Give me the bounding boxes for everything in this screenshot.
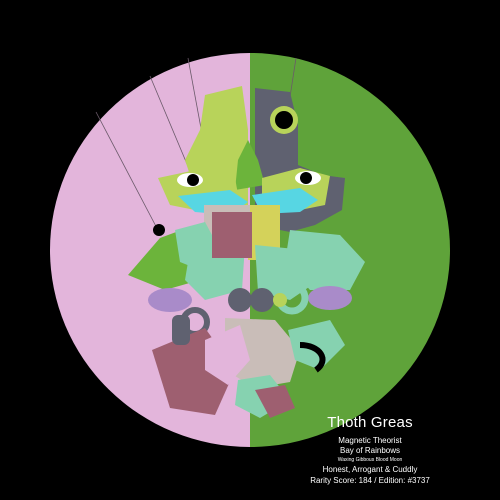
- ring-center: [273, 293, 287, 307]
- mauve-block: [212, 212, 252, 258]
- card-caption: Thoth Greas Magnetic Theorist Bay of Rai…: [260, 414, 480, 486]
- antenna-dot-left: [153, 224, 165, 236]
- crest-center: [235, 140, 265, 190]
- rarity-edition: Rarity Score: 184 / Edition: #3737: [310, 476, 430, 485]
- lavender-left: [148, 288, 192, 312]
- character-location: Bay of Rainbows: [339, 446, 401, 455]
- pink-petal: [205, 325, 250, 385]
- mauve-lower-right: [255, 385, 295, 418]
- beige-flower: [225, 318, 300, 388]
- slate-curl: [299, 342, 326, 373]
- petal-left: [185, 245, 245, 300]
- slate-stack-left: [172, 315, 190, 345]
- moon-phase: Waxing Gibbous Blood Moon: [337, 457, 403, 463]
- character-traits: Honest, Arrogant & Cuddly: [322, 465, 418, 474]
- character-title: Magnetic Theorist: [338, 436, 402, 445]
- horn-eye: [275, 111, 293, 129]
- eye-left-pupil: [187, 174, 199, 186]
- character-name: Thoth Greas: [327, 414, 413, 431]
- knot-left: [228, 288, 252, 312]
- lavender-right: [308, 286, 352, 310]
- knot-right: [250, 288, 274, 312]
- green-lower-right: [288, 320, 345, 370]
- eye-right-pupil: [300, 172, 312, 184]
